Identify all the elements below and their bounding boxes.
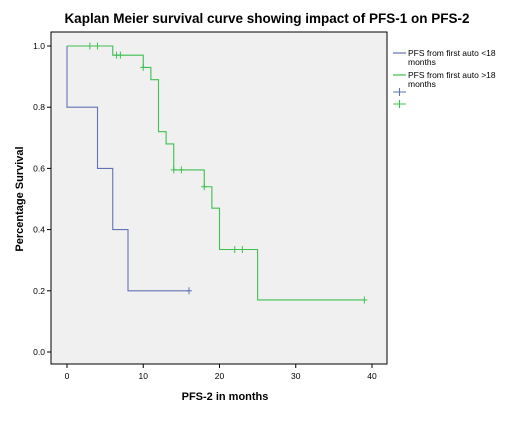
x-tick-label: 0 [65, 371, 70, 381]
censor-mark [361, 296, 368, 304]
y-tick-label: 0.2 [33, 286, 45, 296]
x-tick-label: 30 [291, 371, 301, 381]
chart-title: Kaplan Meier survival curve showing impa… [64, 11, 469, 26]
x-tick-label: 40 [367, 371, 377, 381]
x-tick-label: 20 [215, 371, 225, 381]
y-axis: 0.0 0.2 0.4 0.6 0.8 1.0 [33, 41, 51, 357]
censor-mark [86, 42, 93, 50]
censor-mark [178, 166, 185, 174]
plot-area [50, 31, 388, 365]
y-tick-label: 1.0 [33, 41, 45, 51]
series-layer [66, 42, 368, 304]
censor-mark [186, 287, 192, 295]
legend-censor-symbol [393, 100, 406, 108]
legend-censor-symbol [393, 88, 406, 96]
y-tick-label: 0.8 [33, 102, 45, 112]
legend: PFS from first auto <18 months PFS from fi… [393, 48, 496, 108]
x-axis: 0 10 20 30 40 [65, 364, 377, 381]
y-tick-label: 0.6 [33, 163, 45, 173]
censor-mark [170, 166, 177, 174]
x-tick-label: 10 [139, 371, 149, 381]
censor-mark [239, 245, 246, 253]
censor-mark [201, 183, 208, 191]
series-line-2 [67, 45, 365, 301]
x-axis-label: PFS-2 in months [182, 391, 269, 403]
censor-mark [117, 51, 124, 59]
censor-mark [94, 42, 101, 50]
legend-label: PFS from first auto <18 months [408, 48, 496, 67]
censor-mark [231, 245, 238, 253]
censor-mark [140, 63, 147, 71]
legend-label: PFS from first auto >18 months [408, 70, 496, 89]
series-line-1 [66, 46, 189, 292]
y-tick-label: 0.0 [33, 347, 45, 357]
y-tick-label: 0.4 [33, 225, 45, 235]
y-axis-label: Percentage Survival [14, 146, 26, 251]
